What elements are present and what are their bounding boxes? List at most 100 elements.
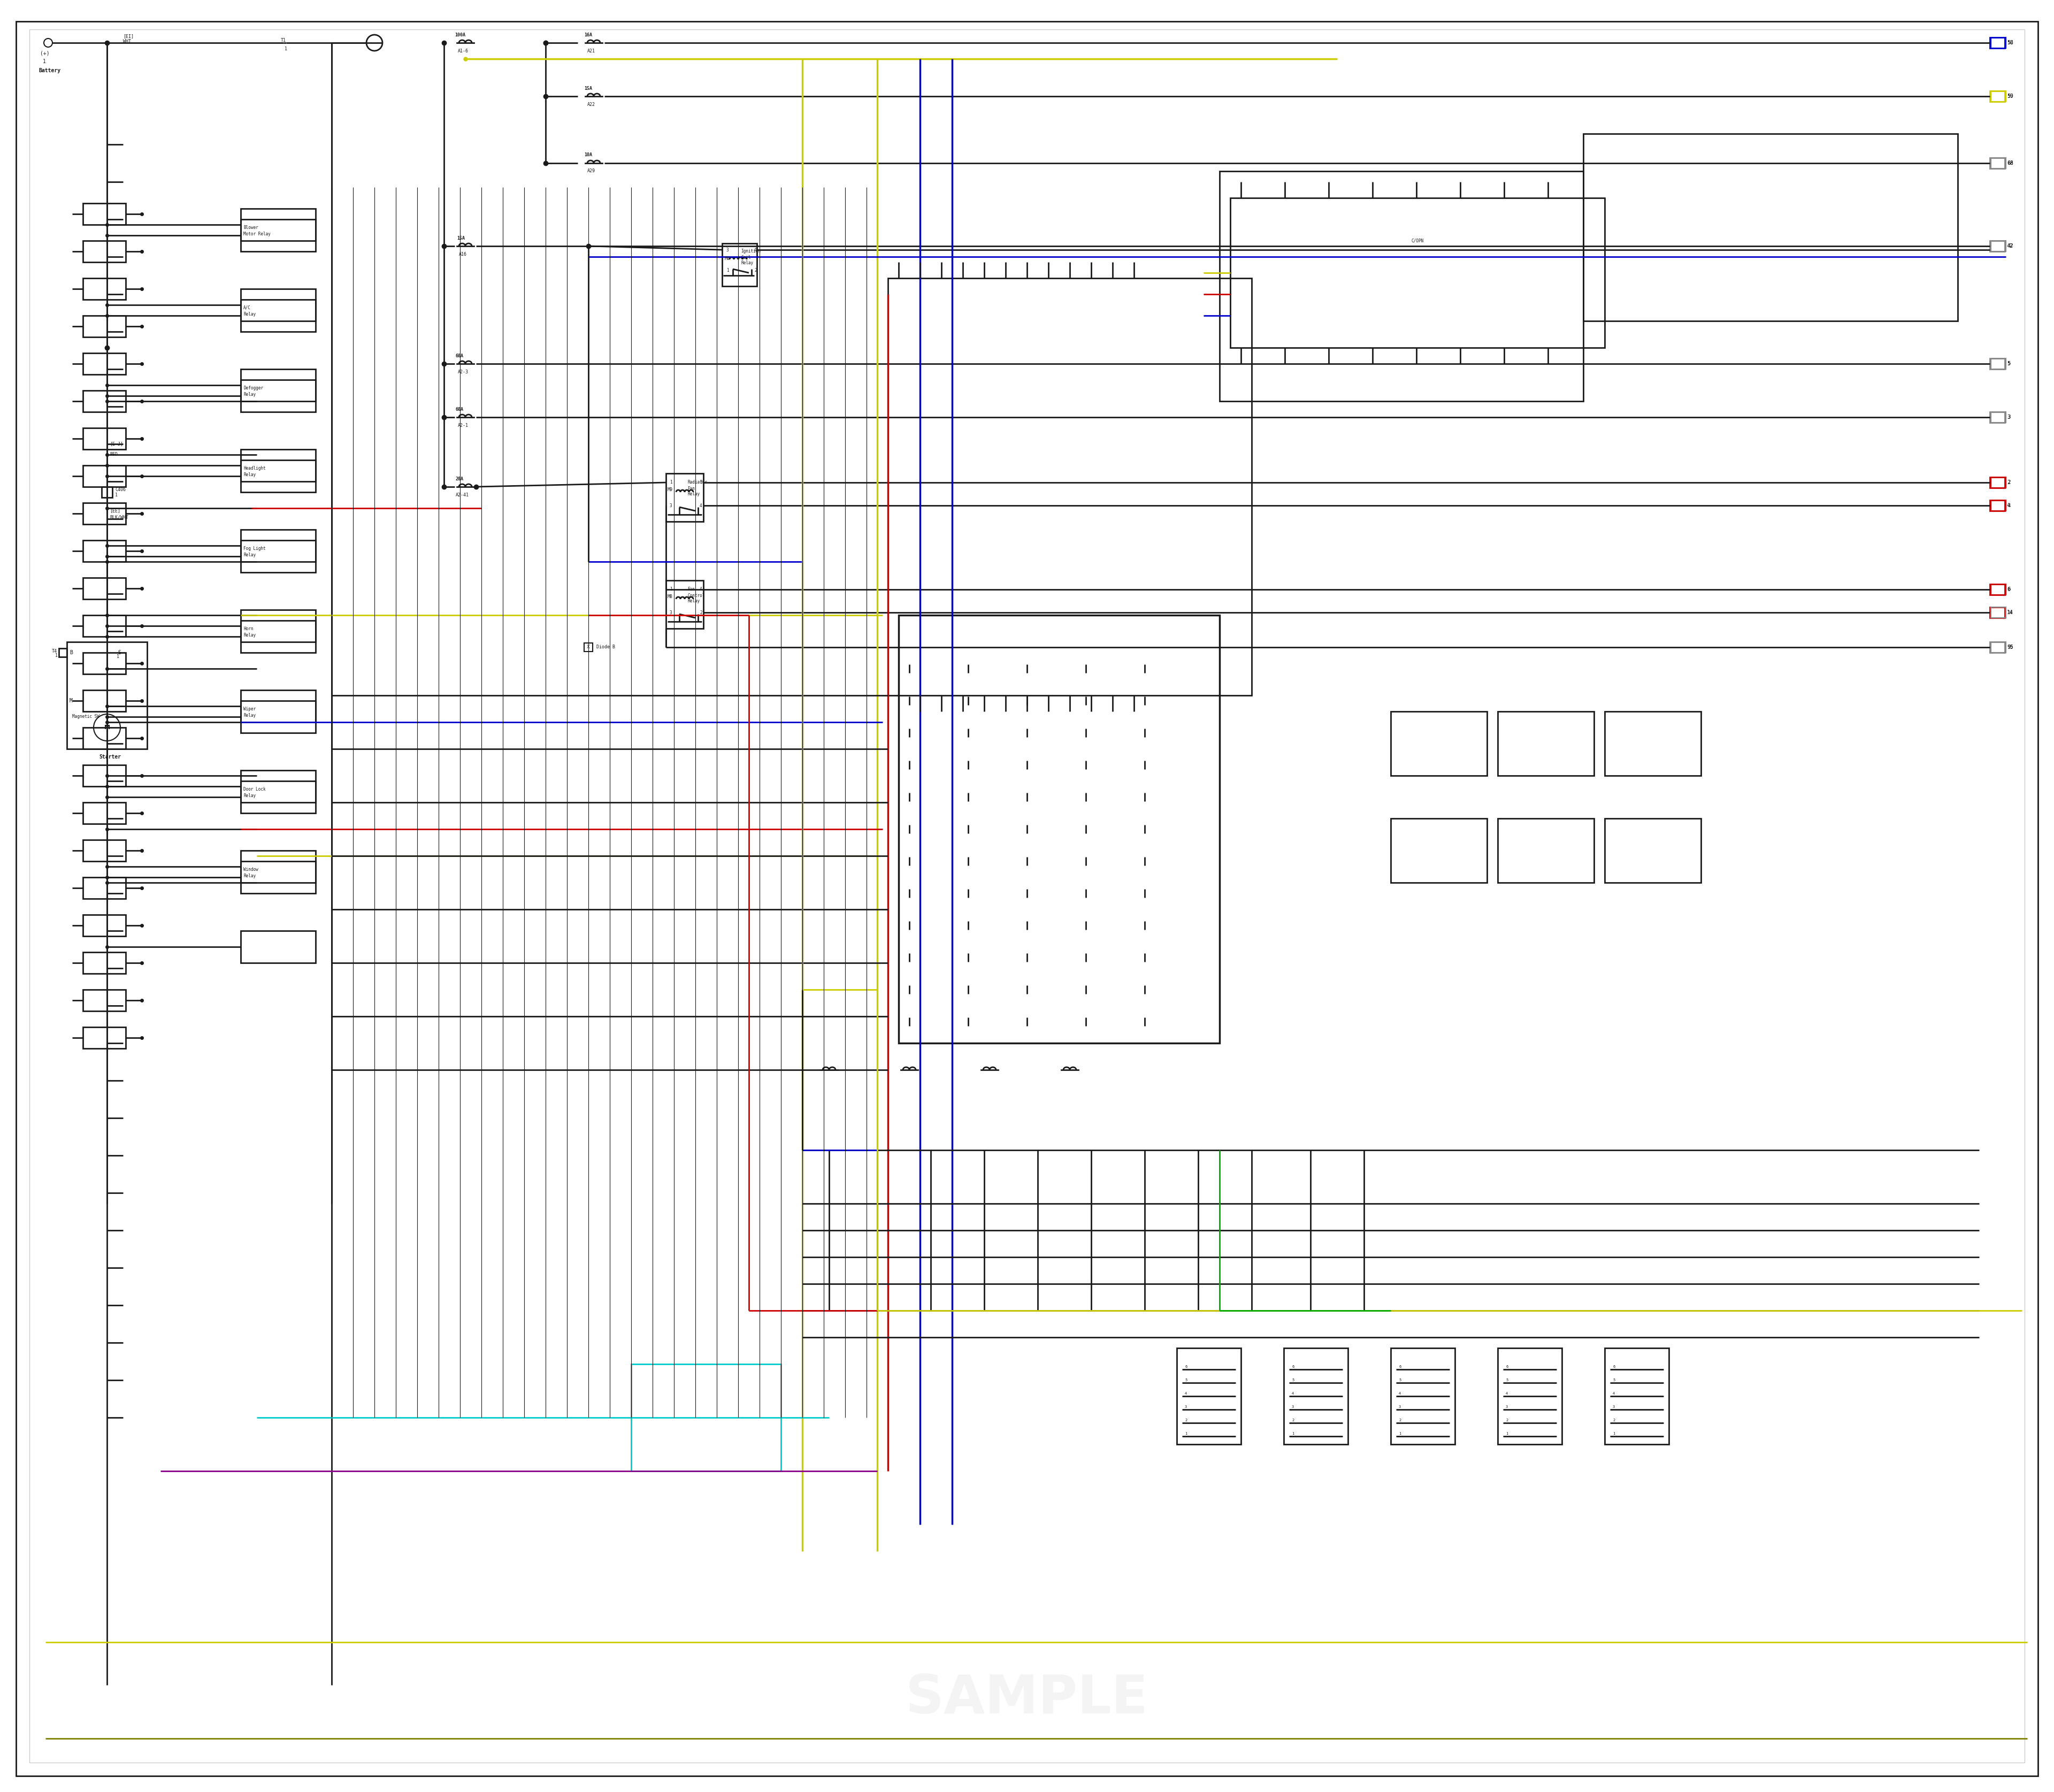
Text: RED: RED: [109, 452, 117, 457]
Text: 4: 4: [2007, 504, 2011, 509]
Text: A2-41: A2-41: [456, 493, 468, 496]
Text: C406: C406: [115, 487, 125, 491]
Text: WHT: WHT: [123, 39, 131, 45]
Bar: [68, 642, 148, 749]
Text: M9: M9: [668, 487, 674, 493]
Text: Fan: Fan: [688, 588, 694, 591]
Text: 1: 1: [286, 47, 288, 52]
Text: 3: 3: [1292, 1405, 1294, 1409]
Text: 3: 3: [2007, 414, 2011, 419]
Bar: [1990, 358, 2005, 369]
Text: 6: 6: [1292, 1366, 1294, 1369]
Text: Relay: Relay: [741, 262, 754, 265]
Bar: [1990, 158, 2005, 168]
Bar: [82, 728, 125, 749]
Bar: [240, 862, 316, 894]
Text: 59: 59: [2007, 93, 2013, 99]
Bar: [1990, 607, 2007, 618]
Text: Blower: Blower: [242, 226, 259, 229]
Bar: [240, 369, 316, 401]
Text: 68: 68: [2007, 161, 2013, 167]
Text: S: S: [117, 650, 121, 656]
Text: Diode B: Diode B: [596, 645, 614, 650]
Bar: [1584, 134, 1957, 321]
Text: 3: 3: [670, 504, 672, 507]
Text: Ignition: Ignition: [741, 249, 760, 254]
Text: 6: 6: [1506, 1366, 1508, 1369]
Text: A29: A29: [587, 168, 596, 174]
Bar: [240, 461, 316, 493]
Bar: [1284, 1348, 1347, 1444]
Bar: [82, 952, 125, 973]
Text: 2: 2: [1292, 1419, 1294, 1421]
Text: Relay: Relay: [242, 794, 257, 799]
Text: 6: 6: [1185, 1366, 1187, 1369]
Text: Fog Light: Fog Light: [242, 547, 265, 550]
Bar: [1990, 500, 2007, 511]
Circle shape: [43, 38, 53, 47]
Text: 1: 1: [670, 588, 672, 591]
Text: Relay: Relay: [242, 874, 257, 878]
Text: 4: 4: [700, 588, 702, 591]
Bar: [1990, 477, 2005, 487]
Bar: [240, 701, 316, 733]
Bar: [1990, 584, 2005, 595]
Text: 1: 1: [1399, 1432, 1401, 1435]
Bar: [240, 620, 316, 652]
Text: 2: 2: [2007, 480, 2011, 486]
Bar: [82, 240, 125, 262]
Text: 16A: 16A: [583, 32, 592, 38]
Bar: [240, 450, 316, 482]
Bar: [82, 840, 125, 862]
Text: A22: A22: [587, 102, 596, 108]
Text: 1: 1: [727, 267, 729, 272]
Text: 3: 3: [1612, 1405, 1614, 1409]
Bar: [82, 803, 125, 824]
Text: 1: 1: [1506, 1432, 1508, 1435]
Text: 2: 2: [1506, 1419, 1508, 1421]
Text: 2: 2: [700, 480, 702, 486]
Bar: [723, 244, 756, 287]
Text: 2: 2: [700, 609, 702, 615]
Bar: [1497, 819, 1594, 883]
Bar: [1990, 412, 2007, 423]
Text: M: M: [70, 699, 72, 704]
Text: 1: 1: [117, 654, 119, 659]
Text: 3: 3: [1185, 1405, 1187, 1409]
Bar: [82, 353, 125, 375]
Bar: [1990, 477, 2007, 487]
Text: 6: 6: [1399, 1366, 1401, 1369]
Circle shape: [94, 715, 121, 740]
Text: C/OPN: C/OPN: [1411, 238, 1423, 244]
Text: T4: T4: [51, 649, 58, 654]
Bar: [240, 609, 316, 642]
Text: Relay: Relay: [688, 491, 700, 496]
Text: T1: T1: [281, 38, 286, 43]
Text: Horn: Horn: [242, 625, 253, 631]
Bar: [1990, 607, 2005, 618]
Text: 1: 1: [115, 493, 117, 496]
Bar: [82, 539, 125, 561]
Text: X: X: [587, 645, 589, 650]
Bar: [1391, 1348, 1454, 1444]
Text: Relay: Relay: [242, 392, 257, 398]
Text: [E-J]: [E-J]: [109, 441, 123, 446]
Bar: [900, 615, 1220, 1043]
Text: 4: 4: [1506, 1392, 1508, 1396]
Bar: [101, 487, 113, 498]
Text: SAMPLE: SAMPLE: [906, 1672, 1148, 1724]
Text: 58: 58: [2007, 39, 2013, 45]
Bar: [240, 219, 316, 251]
Text: 4: 4: [2007, 504, 2011, 507]
Bar: [82, 202, 125, 224]
Text: Radiator: Radiator: [688, 480, 707, 486]
Text: (+): (+): [41, 50, 49, 56]
Text: 3: 3: [727, 247, 729, 253]
Bar: [82, 278, 125, 299]
Text: 2: 2: [1399, 1419, 1401, 1421]
Text: 1: 1: [1185, 1432, 1187, 1435]
Bar: [1604, 711, 1701, 776]
Text: 1: 1: [55, 652, 58, 658]
Bar: [1990, 240, 2007, 251]
Text: A16: A16: [458, 251, 466, 256]
